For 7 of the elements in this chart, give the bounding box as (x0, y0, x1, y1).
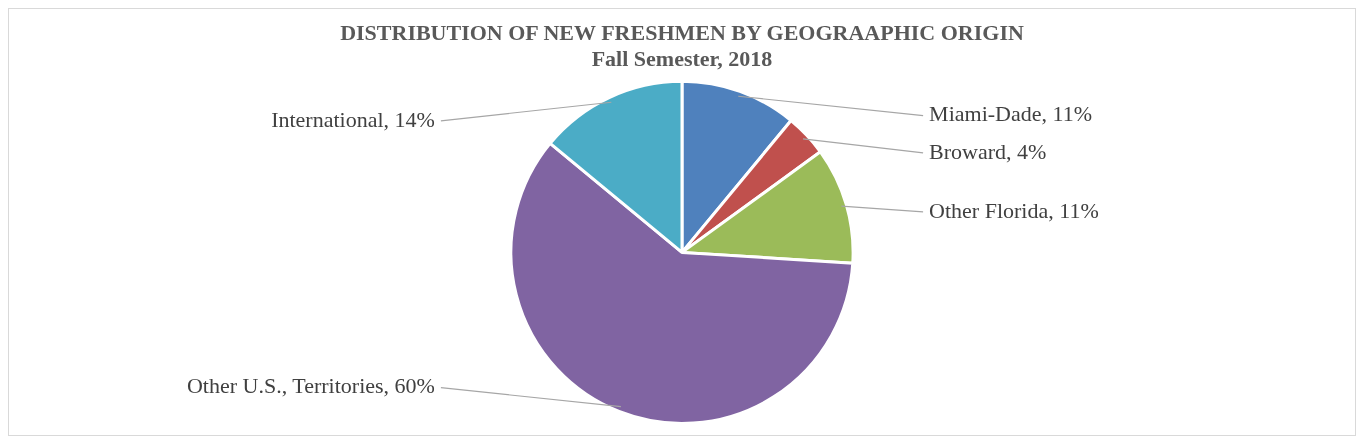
chart-subtitle: Fall Semester, 2018 (591, 46, 773, 72)
slice-label: International, 14% (271, 106, 435, 132)
slice-label: Miami-Dade, 11% (929, 101, 1093, 127)
slice-label: Other U.S., Territories, 60% (186, 373, 435, 399)
slice-label: Other Florida, 11% (929, 197, 1099, 223)
slice-label: Broward, 4% (929, 138, 1047, 164)
chart-title: DISTRIBUTION OF NEW FRESHMEN BY GEOGRAAPHIC ORIGIN (340, 19, 1024, 45)
